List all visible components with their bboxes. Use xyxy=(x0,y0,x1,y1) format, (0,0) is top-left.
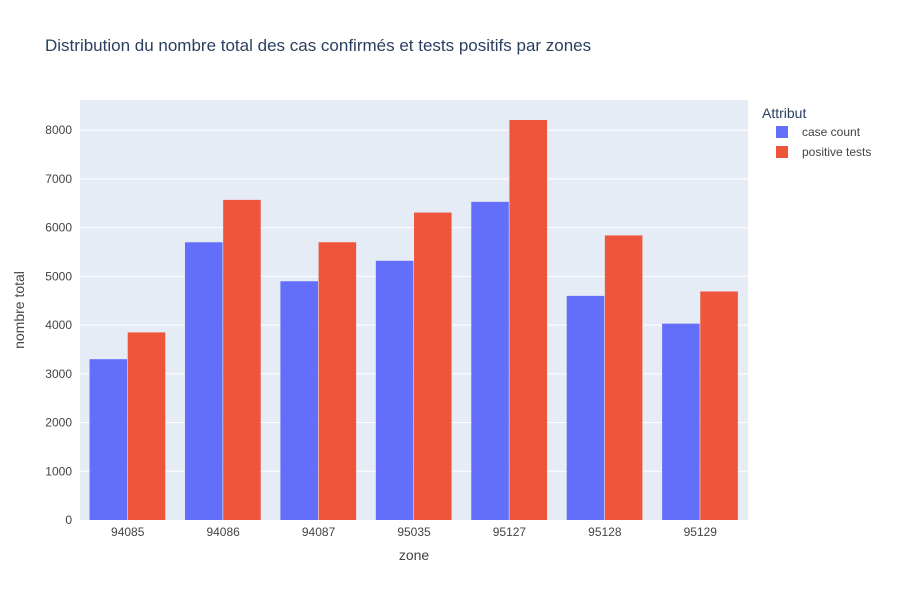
y-tick-label: 2000 xyxy=(45,416,72,430)
x-axis-ticks: 94085 94086 94087 95035 95127 95128 95129 xyxy=(111,525,717,539)
y-tick-label: 4000 xyxy=(45,318,72,332)
y-axis-ticks: 0 1000 2000 3000 4000 5000 6000 7000 8000 xyxy=(45,123,72,527)
y-tick-label: 5000 xyxy=(45,269,72,283)
legend-swatch xyxy=(776,146,788,158)
x-tick-label: 94086 xyxy=(206,525,240,539)
y-tick-label: 1000 xyxy=(45,464,72,478)
legend: Attribut case count positive tests xyxy=(762,105,871,159)
chart-title: Distribution du nombre total des cas con… xyxy=(45,36,591,55)
x-tick-label: 94085 xyxy=(111,525,145,539)
bar-positive-tests xyxy=(127,332,166,520)
x-axis-title: zone xyxy=(399,547,430,563)
y-tick-label: 0 xyxy=(65,513,72,527)
bar-case-count xyxy=(280,281,318,520)
bar-case-count xyxy=(471,201,509,520)
legend-swatch xyxy=(776,126,788,138)
bar-positive-tests xyxy=(414,212,452,521)
bars xyxy=(89,119,738,521)
x-tick-label: 94087 xyxy=(302,525,336,539)
x-tick-label: 95128 xyxy=(588,525,622,539)
y-tick-label: 8000 xyxy=(45,123,72,137)
legend-label: case count xyxy=(802,125,861,139)
x-tick-label: 95129 xyxy=(684,525,718,539)
x-tick-label: 95035 xyxy=(397,525,431,539)
bar-case-count xyxy=(375,260,414,520)
legend-items: case count positive tests xyxy=(776,125,871,159)
y-tick-label: 7000 xyxy=(45,172,72,186)
bar-positive-tests xyxy=(604,235,643,520)
legend-label: positive tests xyxy=(802,145,871,159)
legend-title: Attribut xyxy=(762,105,806,121)
x-tick-label: 95127 xyxy=(493,525,527,539)
bar-case-count xyxy=(89,359,128,520)
bar-case-count xyxy=(662,323,700,520)
bar-case-count xyxy=(566,295,605,520)
y-axis-title: nombre total xyxy=(11,271,27,349)
bar-positive-tests xyxy=(318,242,357,520)
y-tick-label: 3000 xyxy=(45,367,72,381)
y-tick-label: 6000 xyxy=(45,221,72,235)
bar-positive-tests xyxy=(700,291,738,520)
bar-case-count xyxy=(184,242,223,520)
bar-positive-tests xyxy=(509,119,547,520)
bar-positive-tests xyxy=(223,199,261,521)
